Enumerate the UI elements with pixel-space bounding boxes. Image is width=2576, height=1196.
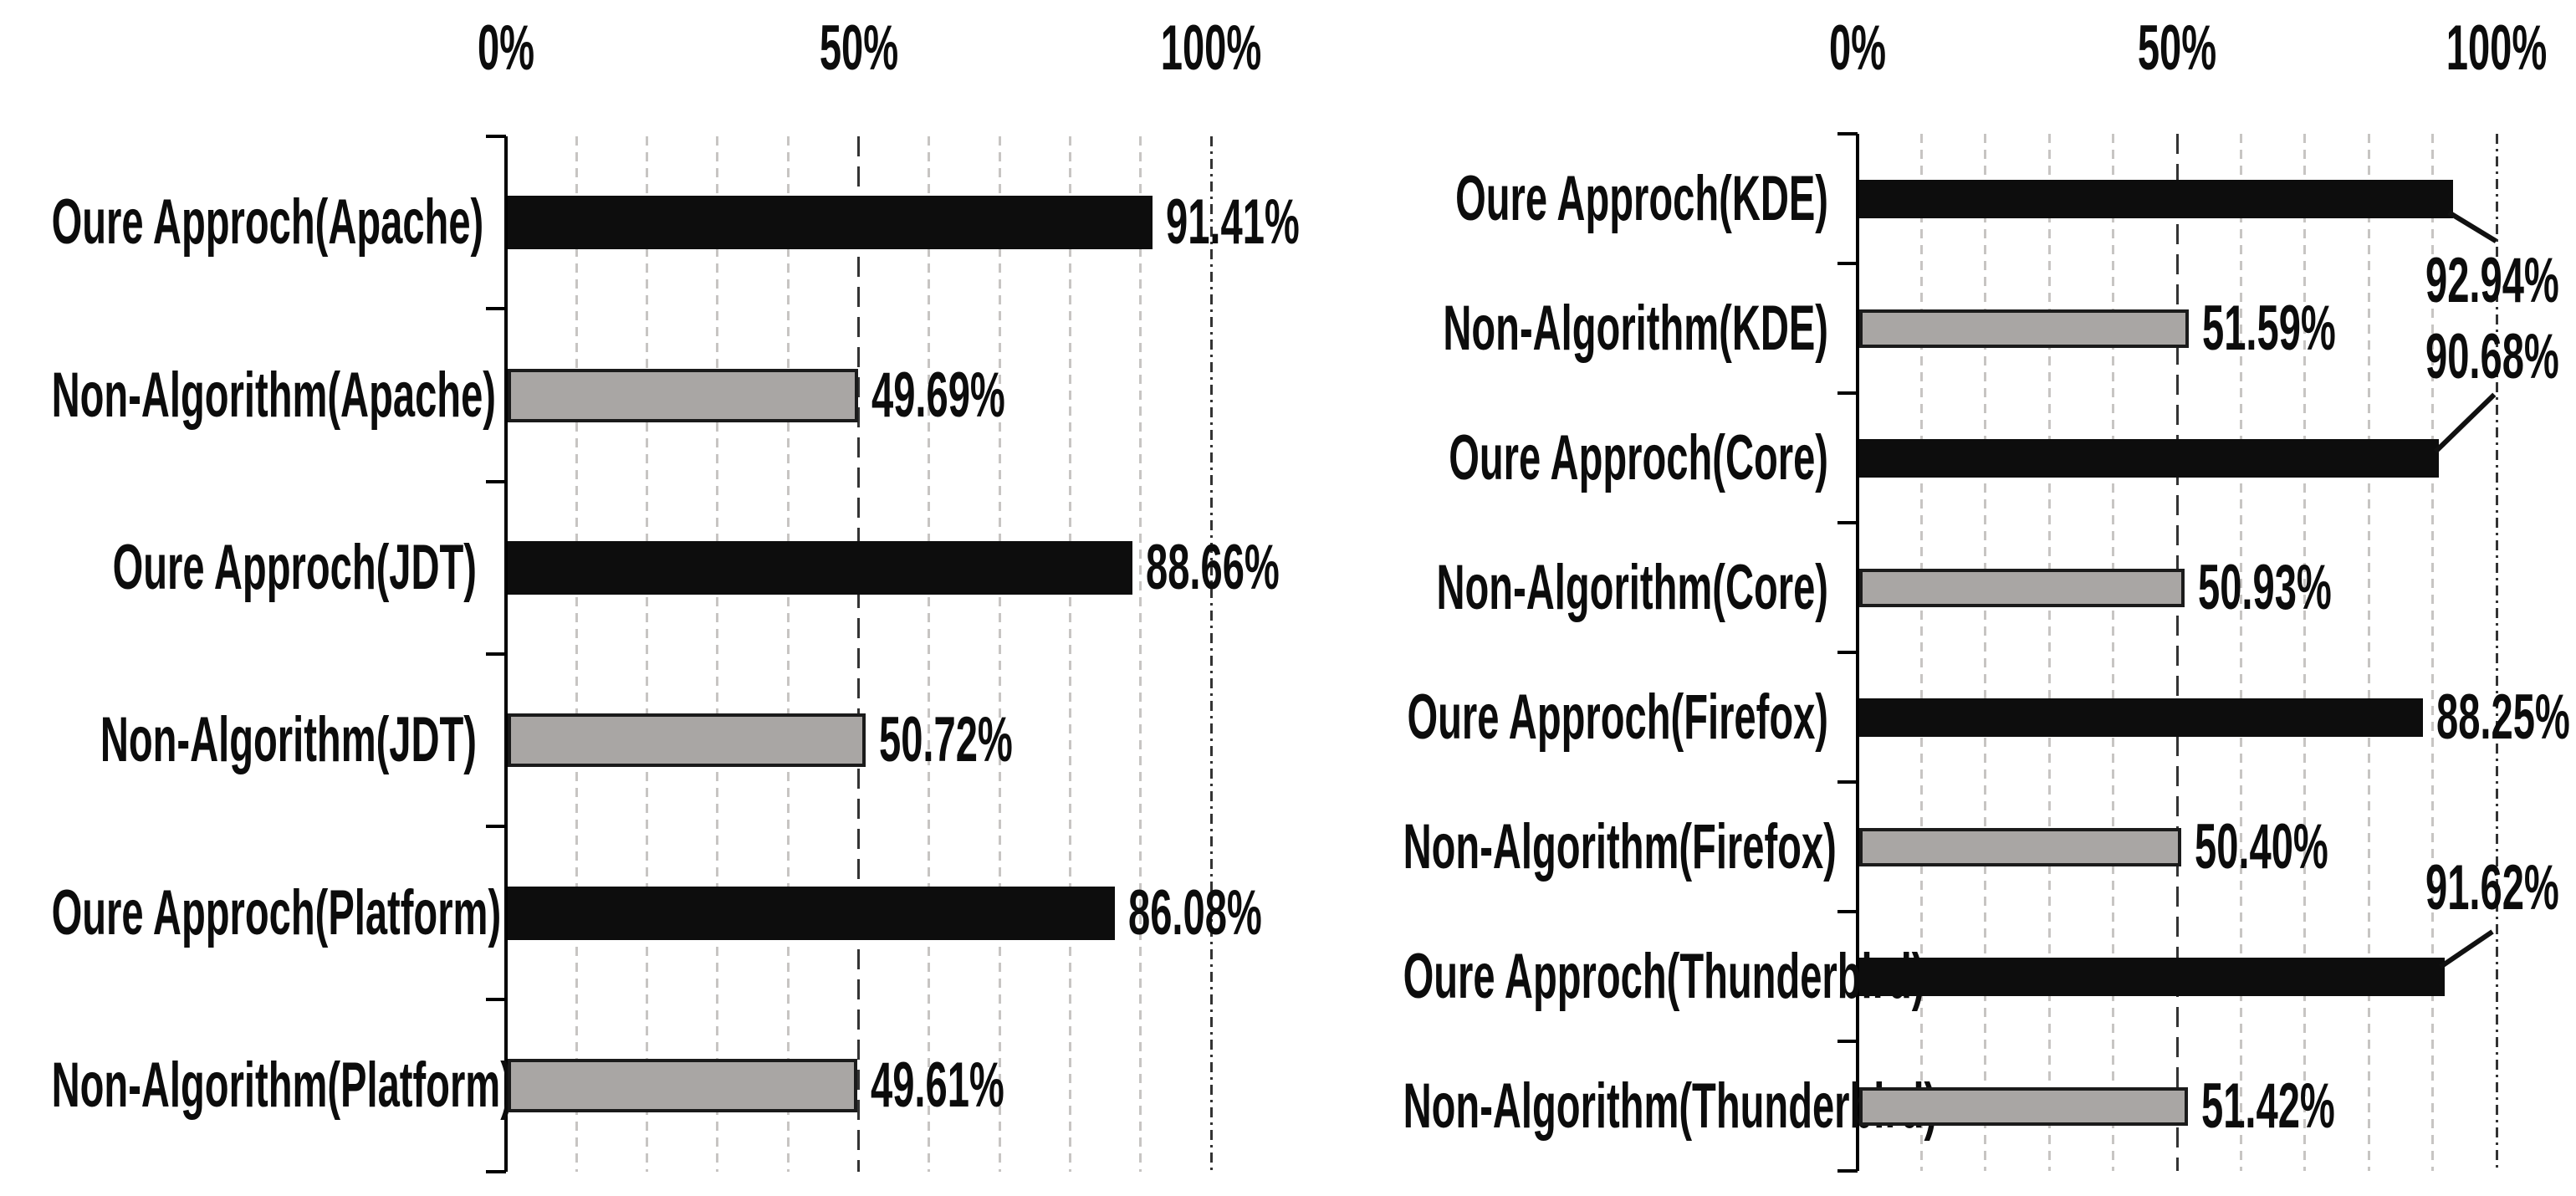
bar-our-approach (508, 886, 1115, 940)
value-label: 91.41% (1165, 187, 1300, 258)
x-axis-tick-label: 0% (1828, 13, 1887, 84)
gridline-minor (716, 136, 719, 1172)
gridline-minor (2367, 134, 2370, 1171)
leader-line (2439, 929, 2494, 969)
callout-value-label: 90.68% (2425, 321, 2559, 392)
value-label: 50.93% (2198, 551, 2332, 623)
category-label: Non-Algorithm(Platform) (51, 1049, 514, 1121)
category-label: Oure Approch(JDT) (112, 531, 478, 603)
bar-non-algorithm (1859, 568, 2185, 607)
bar-our-approach (1859, 179, 2454, 218)
bar-non-algorithm (1859, 1086, 2188, 1126)
value-label: 51.59% (2202, 292, 2336, 364)
category-label: Non-Algorithm(Thunderbird) (1403, 1070, 1938, 1142)
gridline-minor (2303, 134, 2307, 1171)
callout-value-label: 91.62% (2425, 852, 2559, 923)
gridline-minor (1068, 136, 1071, 1172)
bar-our-approach (1859, 957, 2445, 996)
category-label: Oure Approch(KDE) (1455, 162, 1828, 234)
axis-tick (486, 1170, 506, 1173)
gridline-minor (575, 136, 578, 1172)
axis-tick (486, 997, 506, 1001)
axis-tick (1837, 780, 1858, 784)
y-axis-line (1856, 134, 1859, 1171)
x-axis-tick-label: 100% (1160, 13, 1262, 84)
value-label: 51.42% (2200, 1070, 2335, 1142)
bar-our-approach (508, 196, 1153, 250)
gridline-minor (1139, 136, 1142, 1172)
leader-line (2433, 392, 2497, 454)
axis-tick (486, 135, 506, 138)
category-label: Non-Algorithm(Core) (1436, 551, 1828, 623)
gridline-minor (998, 136, 1001, 1172)
axis-tick (1837, 1040, 1858, 1043)
gridline-100 (2495, 134, 2498, 1171)
bar-our-approach (1859, 438, 2439, 478)
value-label: 49.61% (871, 1049, 1005, 1121)
gridline-minor (1984, 134, 1987, 1171)
category-label: Non-Algorithm(Apache) (51, 359, 496, 431)
x-axis-tick-label: 50% (2137, 13, 2217, 84)
axis-tick (1837, 132, 1858, 135)
value-label: 88.25% (2436, 681, 2571, 753)
category-label: Oure Approch(Firefox) (1407, 681, 1828, 753)
gridline-minor (2112, 134, 2115, 1171)
category-label: Oure Approch(Platform) (51, 877, 502, 948)
category-label: Non-Algorithm(Firefox) (1403, 810, 1837, 882)
value-label: 50.72% (878, 704, 1013, 776)
bar-non-algorithm (1859, 309, 2190, 348)
value-label: 86.08% (1127, 877, 1262, 948)
bar-our-approach (508, 540, 1133, 595)
gridline-minor (2047, 134, 2051, 1171)
axis-tick (1837, 1169, 1858, 1173)
axis-tick (1837, 391, 1858, 395)
y-axis-line (504, 136, 508, 1172)
leader-line (2447, 210, 2497, 243)
axis-tick (486, 479, 506, 483)
bar-non-algorithm (508, 368, 858, 422)
bar-non-algorithm (508, 1058, 858, 1112)
x-axis-tick-label: 0% (477, 13, 535, 84)
gridline-minor (928, 136, 931, 1172)
gridline-minor (1919, 134, 1923, 1171)
value-label: 50.40% (2195, 810, 2328, 882)
value-label: 49.69% (871, 359, 1005, 431)
gridline-minor (2431, 134, 2435, 1171)
axis-tick (1837, 262, 1858, 265)
value-label: 88.66% (1146, 531, 1280, 603)
category-label: Non-Algorithm(KDE) (1443, 292, 1828, 364)
axis-tick (486, 652, 506, 656)
axis-tick (486, 307, 506, 311)
axis-tick (486, 825, 506, 829)
gridline-50 (2175, 134, 2179, 1171)
category-label: Oure Approch(Thunderbird) (1403, 940, 1925, 1012)
axis-tick (1837, 651, 1858, 654)
gridline-minor (786, 136, 790, 1172)
x-axis-tick-label: 50% (819, 13, 898, 84)
x-axis-tick-label: 100% (2446, 13, 2548, 84)
bar-our-approach (1859, 698, 2424, 737)
callout-value-label: 92.94% (2425, 245, 2559, 316)
gridline-minor (646, 136, 649, 1172)
category-label: Oure Approch(Core) (1449, 422, 1828, 493)
axis-tick (1837, 521, 1858, 524)
category-label: Non-Algorithm(JDT) (100, 704, 477, 776)
gridline-100 (1209, 136, 1213, 1172)
bar-non-algorithm (1859, 827, 2182, 866)
category-label: Oure Approch(Apache) (51, 187, 484, 258)
bar-non-algorithm (508, 713, 866, 768)
gridline-minor (2239, 134, 2242, 1171)
axis-tick (1837, 910, 1858, 913)
gridline-50 (857, 136, 860, 1172)
